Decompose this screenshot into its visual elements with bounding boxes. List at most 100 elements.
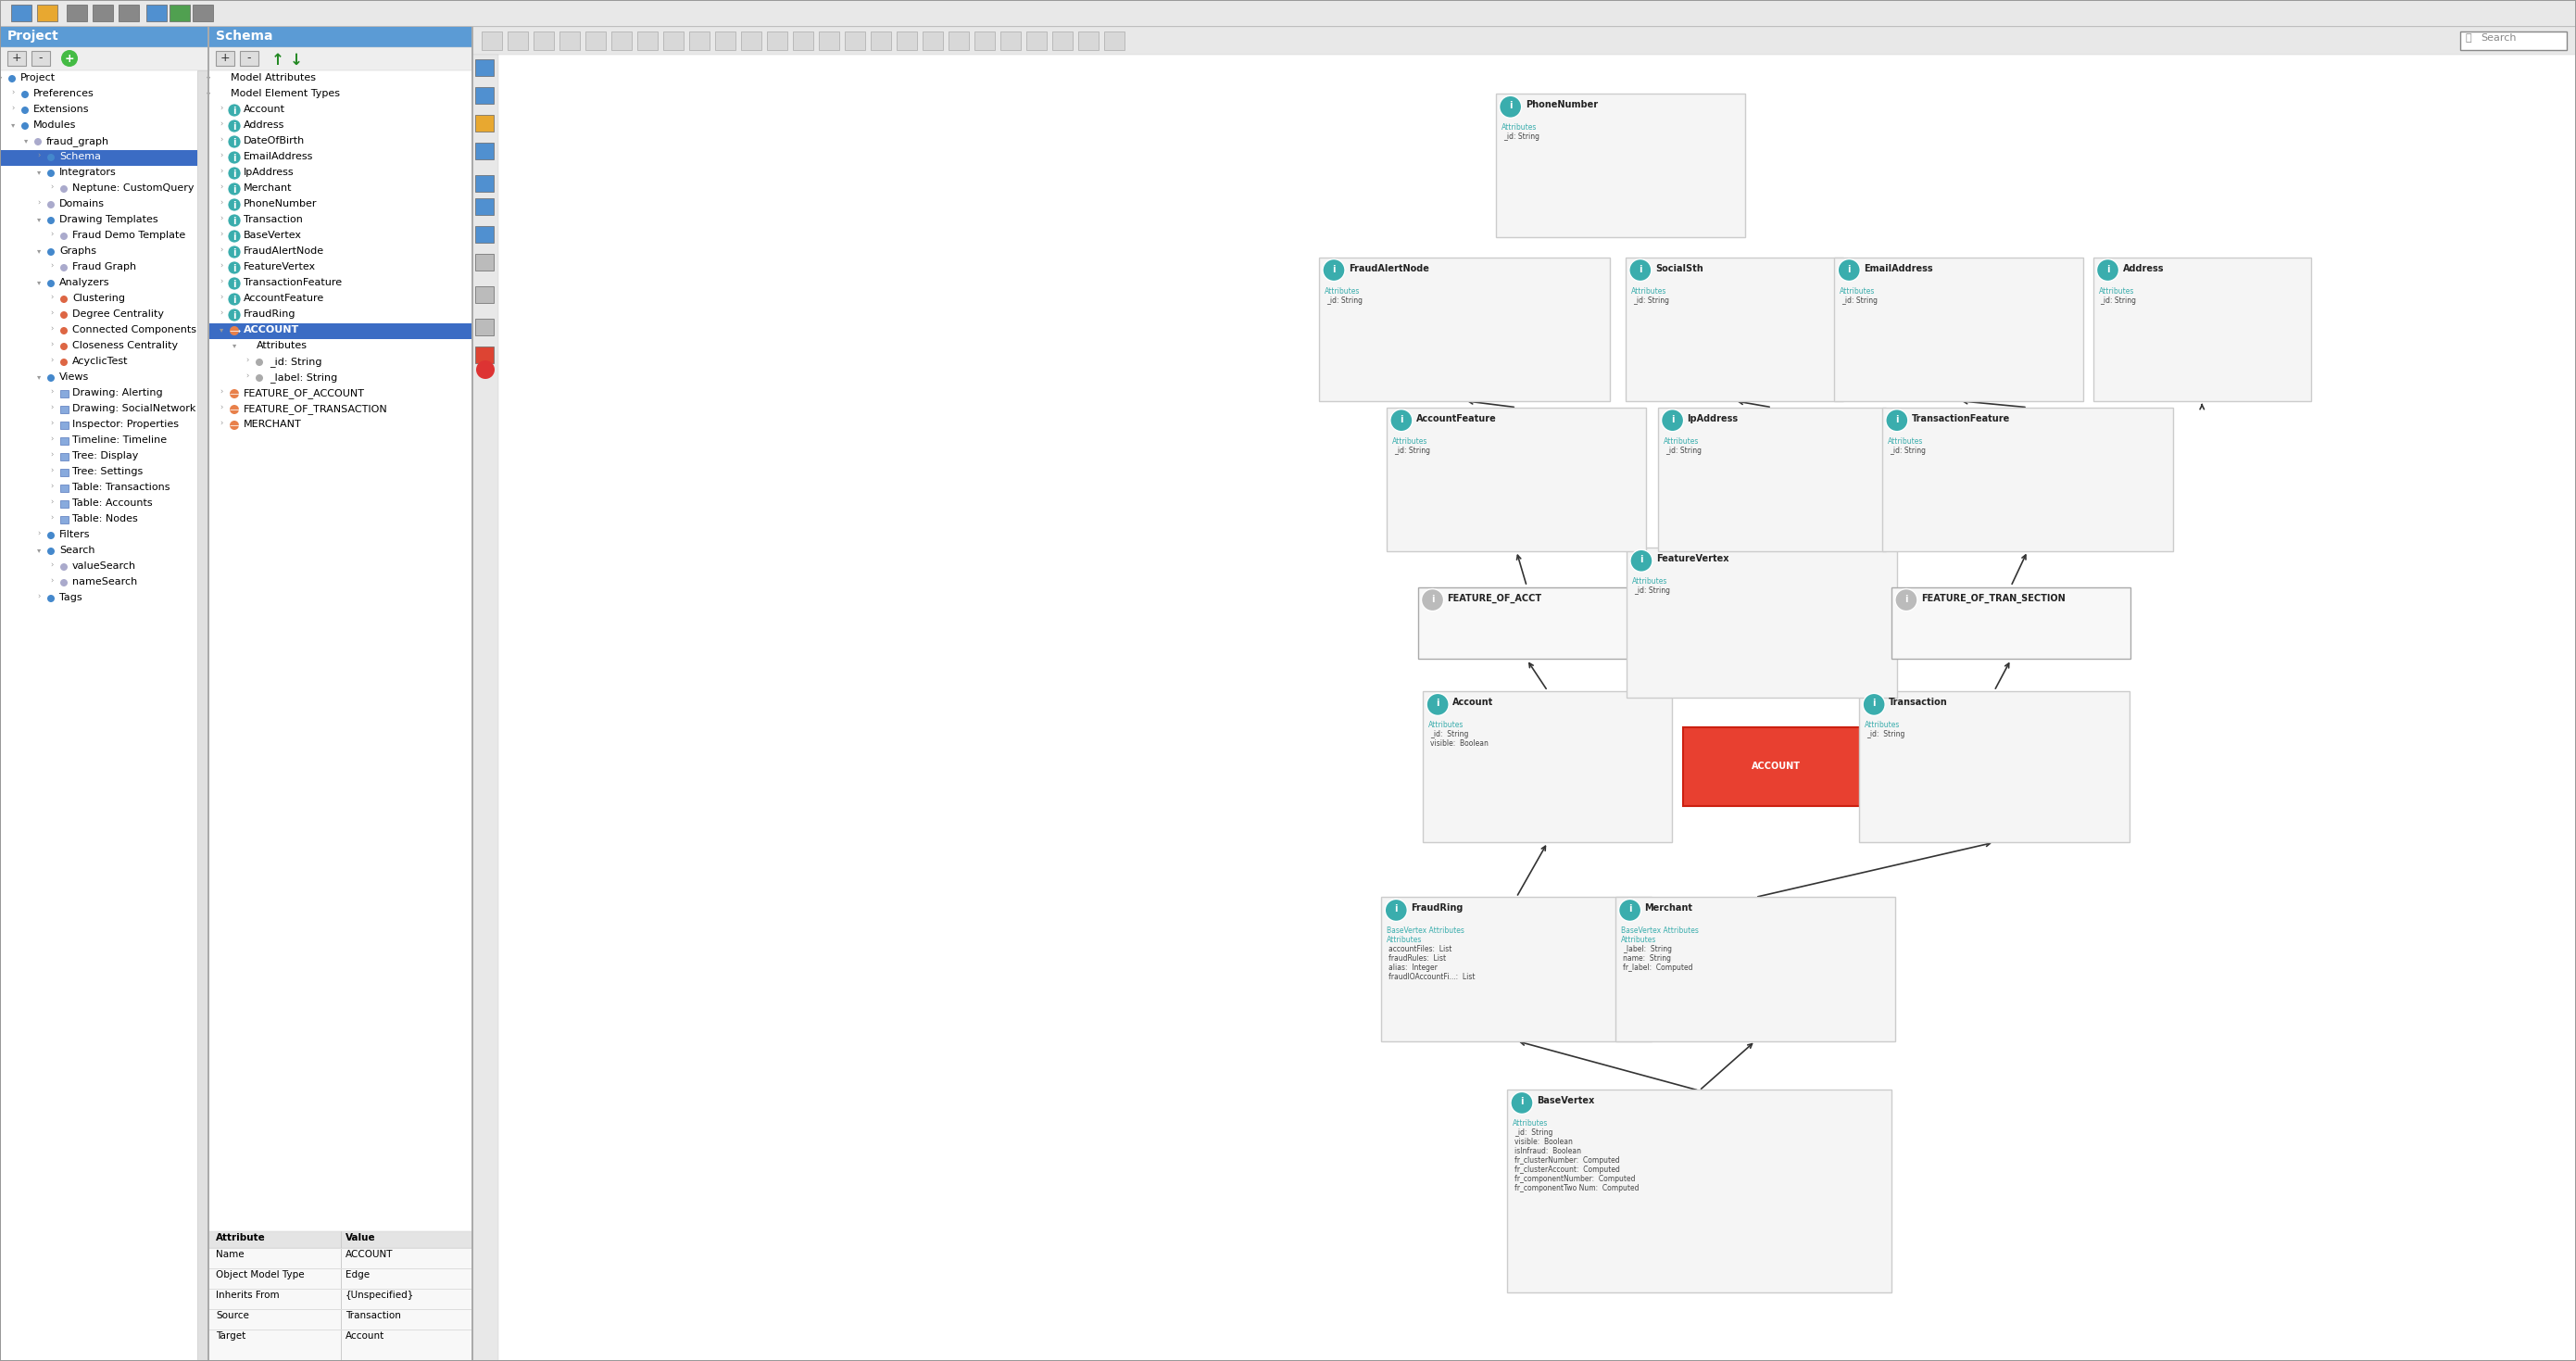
Text: ›: ›: [49, 325, 54, 333]
Text: Neptune: CustomQuery: Neptune: CustomQuery: [72, 184, 193, 193]
Bar: [474, 286, 495, 304]
Circle shape: [1427, 693, 1448, 716]
Text: ›: ›: [36, 593, 41, 602]
Text: ›: ›: [245, 373, 250, 381]
Bar: [636, 31, 657, 50]
Circle shape: [59, 264, 67, 271]
Text: fr_clusterNumber:  Computed: fr_clusterNumber: Computed: [1515, 1157, 1620, 1165]
Text: FraudRing: FraudRing: [1412, 904, 1463, 913]
Bar: [507, 31, 528, 50]
Text: Modules: Modules: [33, 120, 77, 129]
Text: _id: String: _id: String: [1888, 446, 1927, 455]
Text: ▾: ▾: [232, 342, 237, 350]
Text: _id:  String: _id: String: [1430, 731, 1468, 739]
Bar: [533, 31, 554, 50]
Text: Attributes: Attributes: [1664, 437, 1698, 445]
Text: ›: ›: [49, 436, 54, 444]
Text: ›: ›: [49, 184, 54, 192]
Bar: [170, 4, 191, 22]
Text: Inherits From: Inherits From: [216, 1290, 278, 1300]
Text: Value: Value: [345, 1233, 376, 1243]
Text: i: i: [232, 264, 237, 274]
Text: ⟶: ⟶: [229, 422, 240, 430]
Text: ACCOUNT: ACCOUNT: [245, 325, 299, 335]
Circle shape: [46, 280, 54, 287]
Circle shape: [229, 404, 240, 414]
Bar: [59, 501, 70, 508]
Circle shape: [46, 201, 54, 208]
Text: Connected Components: Connected Components: [72, 325, 196, 335]
Bar: [59, 485, 70, 491]
Text: AccountFeature: AccountFeature: [245, 294, 325, 304]
Text: Search: Search: [2481, 34, 2517, 42]
Text: Source: Source: [216, 1311, 250, 1320]
Text: i: i: [232, 233, 237, 242]
Circle shape: [1499, 95, 1522, 118]
Bar: [67, 4, 88, 22]
Text: isInfraud:  Boolean: isInfraud: Boolean: [1515, 1147, 1582, 1155]
Text: DateOfBirth: DateOfBirth: [245, 136, 304, 146]
Text: MERCHANT: MERCHANT: [245, 419, 301, 429]
Text: Merchant: Merchant: [1643, 904, 1692, 913]
Text: ▾: ▾: [36, 278, 41, 286]
Text: i: i: [1672, 415, 1674, 425]
Text: BaseVertex: BaseVertex: [245, 231, 301, 240]
Text: _id: String: _id: String: [1327, 297, 1363, 305]
Circle shape: [59, 563, 67, 570]
Text: Drawing Templates: Drawing Templates: [59, 215, 157, 225]
Bar: [474, 255, 495, 271]
Text: ›: ›: [219, 419, 222, 427]
Bar: [209, 324, 471, 339]
Text: PhoneNumber: PhoneNumber: [1525, 101, 1597, 110]
Text: ›: ›: [219, 199, 222, 207]
Circle shape: [227, 245, 240, 259]
Text: Drawing: SocialNetwork: Drawing: SocialNetwork: [72, 404, 196, 414]
Text: ›: ›: [219, 294, 222, 302]
Text: Attributes: Attributes: [1888, 437, 1924, 445]
Bar: [209, 1232, 471, 1248]
Text: Attributes: Attributes: [2099, 287, 2133, 295]
Text: ›: ›: [49, 577, 54, 585]
Bar: [209, 27, 471, 48]
Text: Attributes: Attributes: [1512, 1120, 1548, 1128]
Text: i: i: [1638, 264, 1641, 274]
Text: ▾: ▾: [206, 88, 211, 97]
Text: ▾: ▾: [36, 215, 41, 223]
Text: Analyzers: Analyzers: [59, 278, 111, 287]
Bar: [216, 50, 234, 65]
Text: ▾: ▾: [36, 373, 41, 381]
Text: i: i: [1332, 264, 1334, 274]
Text: ACCOUNT: ACCOUNT: [345, 1249, 394, 1259]
Text: Schema: Schema: [216, 30, 273, 42]
Circle shape: [229, 327, 240, 335]
Circle shape: [59, 358, 67, 366]
Text: ›: ›: [49, 452, 54, 460]
Text: ›: ›: [219, 184, 222, 192]
Text: EmailAddress: EmailAddress: [1865, 264, 1932, 274]
Circle shape: [59, 185, 67, 193]
Bar: [471, 54, 497, 1361]
Text: fr_componentTwo Num:  Computed: fr_componentTwo Num: Computed: [1515, 1184, 1638, 1192]
Text: i: i: [1435, 700, 1440, 708]
Text: ›: ›: [219, 263, 222, 271]
Bar: [474, 114, 495, 132]
Bar: [2460, 31, 2566, 50]
Bar: [59, 437, 70, 445]
Circle shape: [227, 103, 240, 117]
Text: +: +: [13, 52, 21, 64]
Text: fraudRules:  List: fraudRules: List: [1388, 954, 1445, 964]
Text: Attributes: Attributes: [1430, 721, 1463, 729]
Text: Tags: Tags: [59, 593, 82, 602]
Text: TransactionFeature: TransactionFeature: [1911, 414, 2009, 423]
Text: fr_label:  Computed: fr_label: Computed: [1623, 964, 1692, 972]
Circle shape: [227, 167, 240, 180]
Text: ›: ›: [49, 309, 54, 317]
Text: Integrators: Integrators: [59, 167, 116, 177]
Text: Model Attributes: Model Attributes: [232, 73, 317, 83]
Text: Degree Centrality: Degree Centrality: [72, 309, 165, 318]
Bar: [59, 391, 70, 397]
Circle shape: [46, 595, 54, 602]
Circle shape: [21, 91, 28, 98]
Text: ›: ›: [36, 199, 41, 207]
Bar: [0, 27, 209, 1361]
